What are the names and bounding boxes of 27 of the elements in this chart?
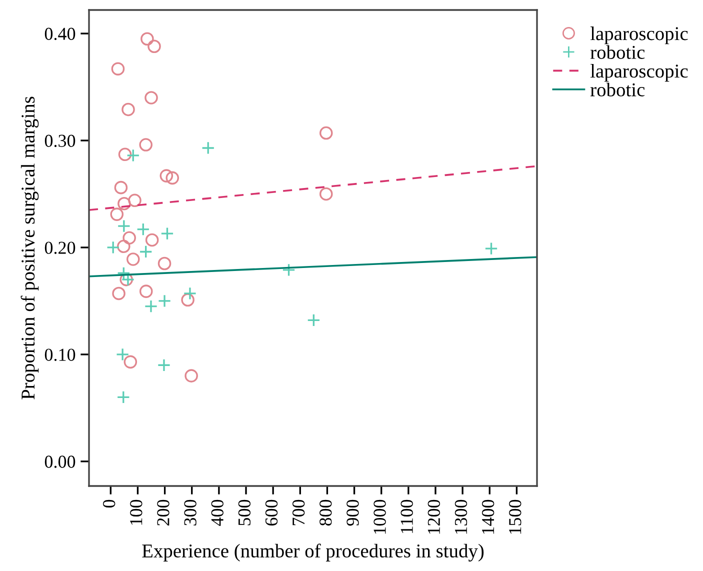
x-tick-label: 900 <box>346 500 359 526</box>
x-tick-label: 1500 <box>509 500 522 534</box>
legend-label: robotic <box>590 45 645 59</box>
legend-label: laparoscopic <box>590 26 688 44</box>
x-tick-label: 0 <box>102 500 116 508</box>
x-tick-label: 1200 <box>428 500 440 534</box>
x-tick-label: 700 <box>292 500 305 526</box>
y-axis-title: Proportion of positive surgical margins <box>20 96 39 400</box>
x-tick-label: 600 <box>265 500 278 526</box>
x-tick-label: 1400 <box>482 500 494 534</box>
x-tick-label: 100 <box>130 500 142 525</box>
x-tick-label: 300 <box>184 500 196 526</box>
y-tick-label: 0.30 <box>44 134 76 148</box>
x-tick-label: 200 <box>157 500 170 526</box>
y-tick-label: 0.20 <box>44 242 76 254</box>
x-tick-label: 800 <box>320 500 332 526</box>
x-tick-label: 1100 <box>400 500 413 534</box>
y-tick-label: 0.10 <box>44 348 76 361</box>
y-tick-label: 0.00 <box>44 456 76 468</box>
x-tick-label: 1300 <box>454 500 468 534</box>
x-tick-label: 1000 <box>374 500 386 534</box>
y-tick-label: 0.40 <box>44 28 76 40</box>
x-tick-label: 400 <box>211 500 224 526</box>
x-axis-title: Experience (number of procedures in study) <box>142 544 484 562</box>
legend-label: robotic <box>590 82 645 96</box>
x-tick-label: 500 <box>238 500 251 526</box>
legend-label: laparoscopic <box>590 64 688 82</box>
